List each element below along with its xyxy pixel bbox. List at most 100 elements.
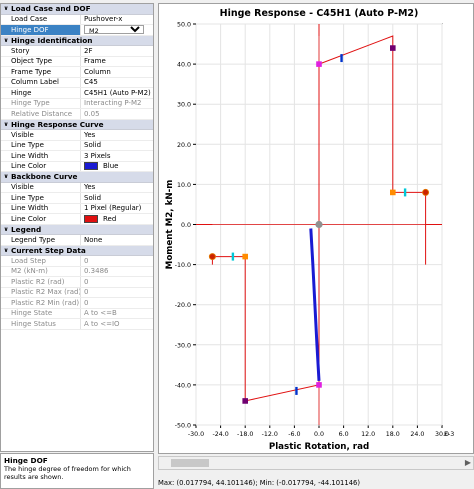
point-marker: [316, 382, 322, 388]
property-row[interactable]: Line Type Solid: [1, 193, 153, 204]
property-value[interactable]: Solid: [81, 193, 153, 203]
x-tick-label: -18.0: [237, 431, 253, 438]
property-label: Plastic R2 Min (rad): [1, 298, 81, 308]
category-title: Hinge Identification: [11, 35, 93, 45]
property-value[interactable]: Column: [81, 67, 153, 77]
collapse-chevron-icon[interactable]: ∨: [3, 246, 9, 254]
property-value-text: 2F: [84, 46, 93, 55]
category-title: Current Step Data: [11, 245, 86, 255]
property-row[interactable]: Frame Type Column: [1, 67, 153, 78]
property-label: Relative Distance: [1, 109, 81, 119]
property-value: A to <=B: [81, 309, 153, 319]
scroll-thumb[interactable]: [171, 459, 209, 467]
property-value: 0: [81, 277, 153, 287]
property-label: Line Type: [1, 193, 81, 203]
category-header[interactable]: ∨ Backbone Curve: [1, 172, 153, 183]
property-value-text: C45H1 (Auto P-M2): [84, 88, 151, 97]
hinge-response-chart: Hinge Response - C45H1 (Auto P-M2) -30.0 -…: [158, 3, 474, 454]
x-tick-label: -24.0: [212, 431, 228, 438]
property-value[interactable]: Red: [81, 214, 153, 224]
property-label: Column Label: [1, 77, 81, 87]
property-row[interactable]: Line Color Red: [1, 214, 153, 225]
property-value[interactable]: 3 Pixels: [81, 151, 153, 161]
horizontal-scrollbar[interactable]: ▶: [158, 456, 474, 470]
category-header[interactable]: ∨ Load Case and DOF: [1, 4, 153, 15]
property-label: Plastic R2 (rad): [1, 277, 81, 287]
y-tick-label: -20.0: [175, 302, 191, 309]
property-value-text: 3 Pixels: [84, 151, 111, 160]
property-value[interactable]: 2F: [81, 46, 153, 56]
y-tick-label: -10.0: [175, 262, 191, 269]
property-label: Hinge: [1, 88, 81, 98]
property-row: Plastic R2 (rad) 0: [1, 277, 153, 288]
property-label: Load Step: [1, 256, 81, 266]
property-value[interactable]: 1 Pixel (Regular): [81, 204, 153, 214]
property-row[interactable]: Hinge C45H1 (Auto P-M2): [1, 88, 153, 99]
chart-title: Hinge Response - C45H1 (Auto P-M2): [220, 8, 419, 19]
collapse-chevron-icon[interactable]: ∨: [3, 120, 9, 128]
property-row[interactable]: Line Type Solid: [1, 140, 153, 151]
y-tick-label: 30.0: [177, 102, 191, 109]
point-marker: [242, 253, 248, 260]
property-row[interactable]: Object Type Frame: [1, 56, 153, 67]
x-tick-label: -30.0: [188, 431, 204, 438]
property-row[interactable]: Line Color Blue: [1, 161, 153, 172]
category-header[interactable]: ∨ Current Step Data: [1, 245, 153, 256]
property-row[interactable]: Legend Type None: [1, 235, 153, 246]
y-tick-label: 20.0: [177, 142, 191, 149]
y-tick-label: 0.0: [181, 222, 191, 229]
x-tick-label: 30.0: [435, 431, 449, 438]
property-value[interactable]: Frame: [81, 57, 153, 67]
property-row[interactable]: Visible Yes: [1, 182, 153, 193]
property-row[interactable]: Story 2F: [1, 46, 153, 57]
property-value-text: A to <=B: [84, 309, 117, 318]
category-title: Legend: [11, 224, 42, 234]
property-value-text: 0: [84, 277, 89, 286]
property-row[interactable]: Line Width 1 Pixel (Regular): [1, 203, 153, 214]
property-label: Story: [1, 46, 81, 56]
property-row[interactable]: Line Width 3 Pixels: [1, 151, 153, 162]
property-label: Frame Type: [1, 67, 81, 77]
property-value-text: C45: [84, 78, 98, 87]
y-tick-label: 10.0: [177, 182, 191, 189]
property-value-text: Yes: [84, 183, 96, 192]
property-label: Visible: [1, 182, 81, 192]
property-row[interactable]: Column Label C45: [1, 77, 153, 88]
property-value[interactable]: Yes: [81, 183, 153, 193]
x-tick-label: 0.0: [314, 431, 324, 438]
property-value-text: A to <=IO: [84, 319, 120, 328]
collapse-chevron-icon[interactable]: ∨: [3, 36, 9, 44]
category-header[interactable]: ∨ Hinge Identification: [1, 35, 153, 46]
property-row: Plastic R2 Max (rad) 0: [1, 287, 153, 298]
hinge-response-curve: [309, 228, 321, 381]
property-value[interactable]: M2: [81, 25, 153, 35]
chart-svg: Hinge Response - C45H1 (Auto P-M2) -30.0 -…: [165, 8, 454, 452]
property-value[interactable]: Blue: [81, 162, 153, 172]
scroll-right-arrow-icon[interactable]: ▶: [464, 458, 471, 467]
property-value[interactable]: None: [81, 235, 153, 245]
property-value: Interacting P-M2: [81, 99, 153, 109]
property-value-text: Pushover-x: [84, 15, 123, 24]
property-value[interactable]: Pushover-x: [81, 15, 153, 25]
property-row[interactable]: Visible Yes: [1, 130, 153, 141]
property-row: Hinge Type Interacting P-M2: [1, 98, 153, 109]
collapse-chevron-icon[interactable]: ∨: [3, 225, 9, 233]
property-value[interactable]: C45H1 (Auto P-M2): [81, 88, 153, 98]
property-grid: ∨ Load Case and DOF Load Case Pushover-x Hin…: [0, 3, 154, 452]
property-value-text: Solid: [84, 193, 102, 202]
property-value-text: 0: [84, 256, 89, 265]
category-header[interactable]: ∨ Hinge Response Curve: [1, 119, 153, 130]
property-value[interactable]: Solid: [81, 141, 153, 151]
collapse-chevron-icon[interactable]: ∨: [3, 173, 9, 181]
y-tick-label: -30.0: [175, 342, 191, 349]
property-row[interactable]: Load Case Pushover-x: [1, 14, 153, 25]
property-value[interactable]: C45: [81, 78, 153, 88]
property-row: Hinge Status A to <=IO: [1, 319, 153, 330]
property-row[interactable]: Hinge DOF M2: [1, 25, 153, 36]
property-value[interactable]: Yes: [81, 130, 153, 140]
category-header[interactable]: ∨ Legend: [1, 224, 153, 235]
color-swatch: [84, 162, 98, 171]
hinge-dof-select[interactable]: M2: [84, 25, 144, 35]
collapse-chevron-icon[interactable]: ∨: [3, 5, 9, 13]
x-tick-label: 6.0: [339, 431, 349, 438]
